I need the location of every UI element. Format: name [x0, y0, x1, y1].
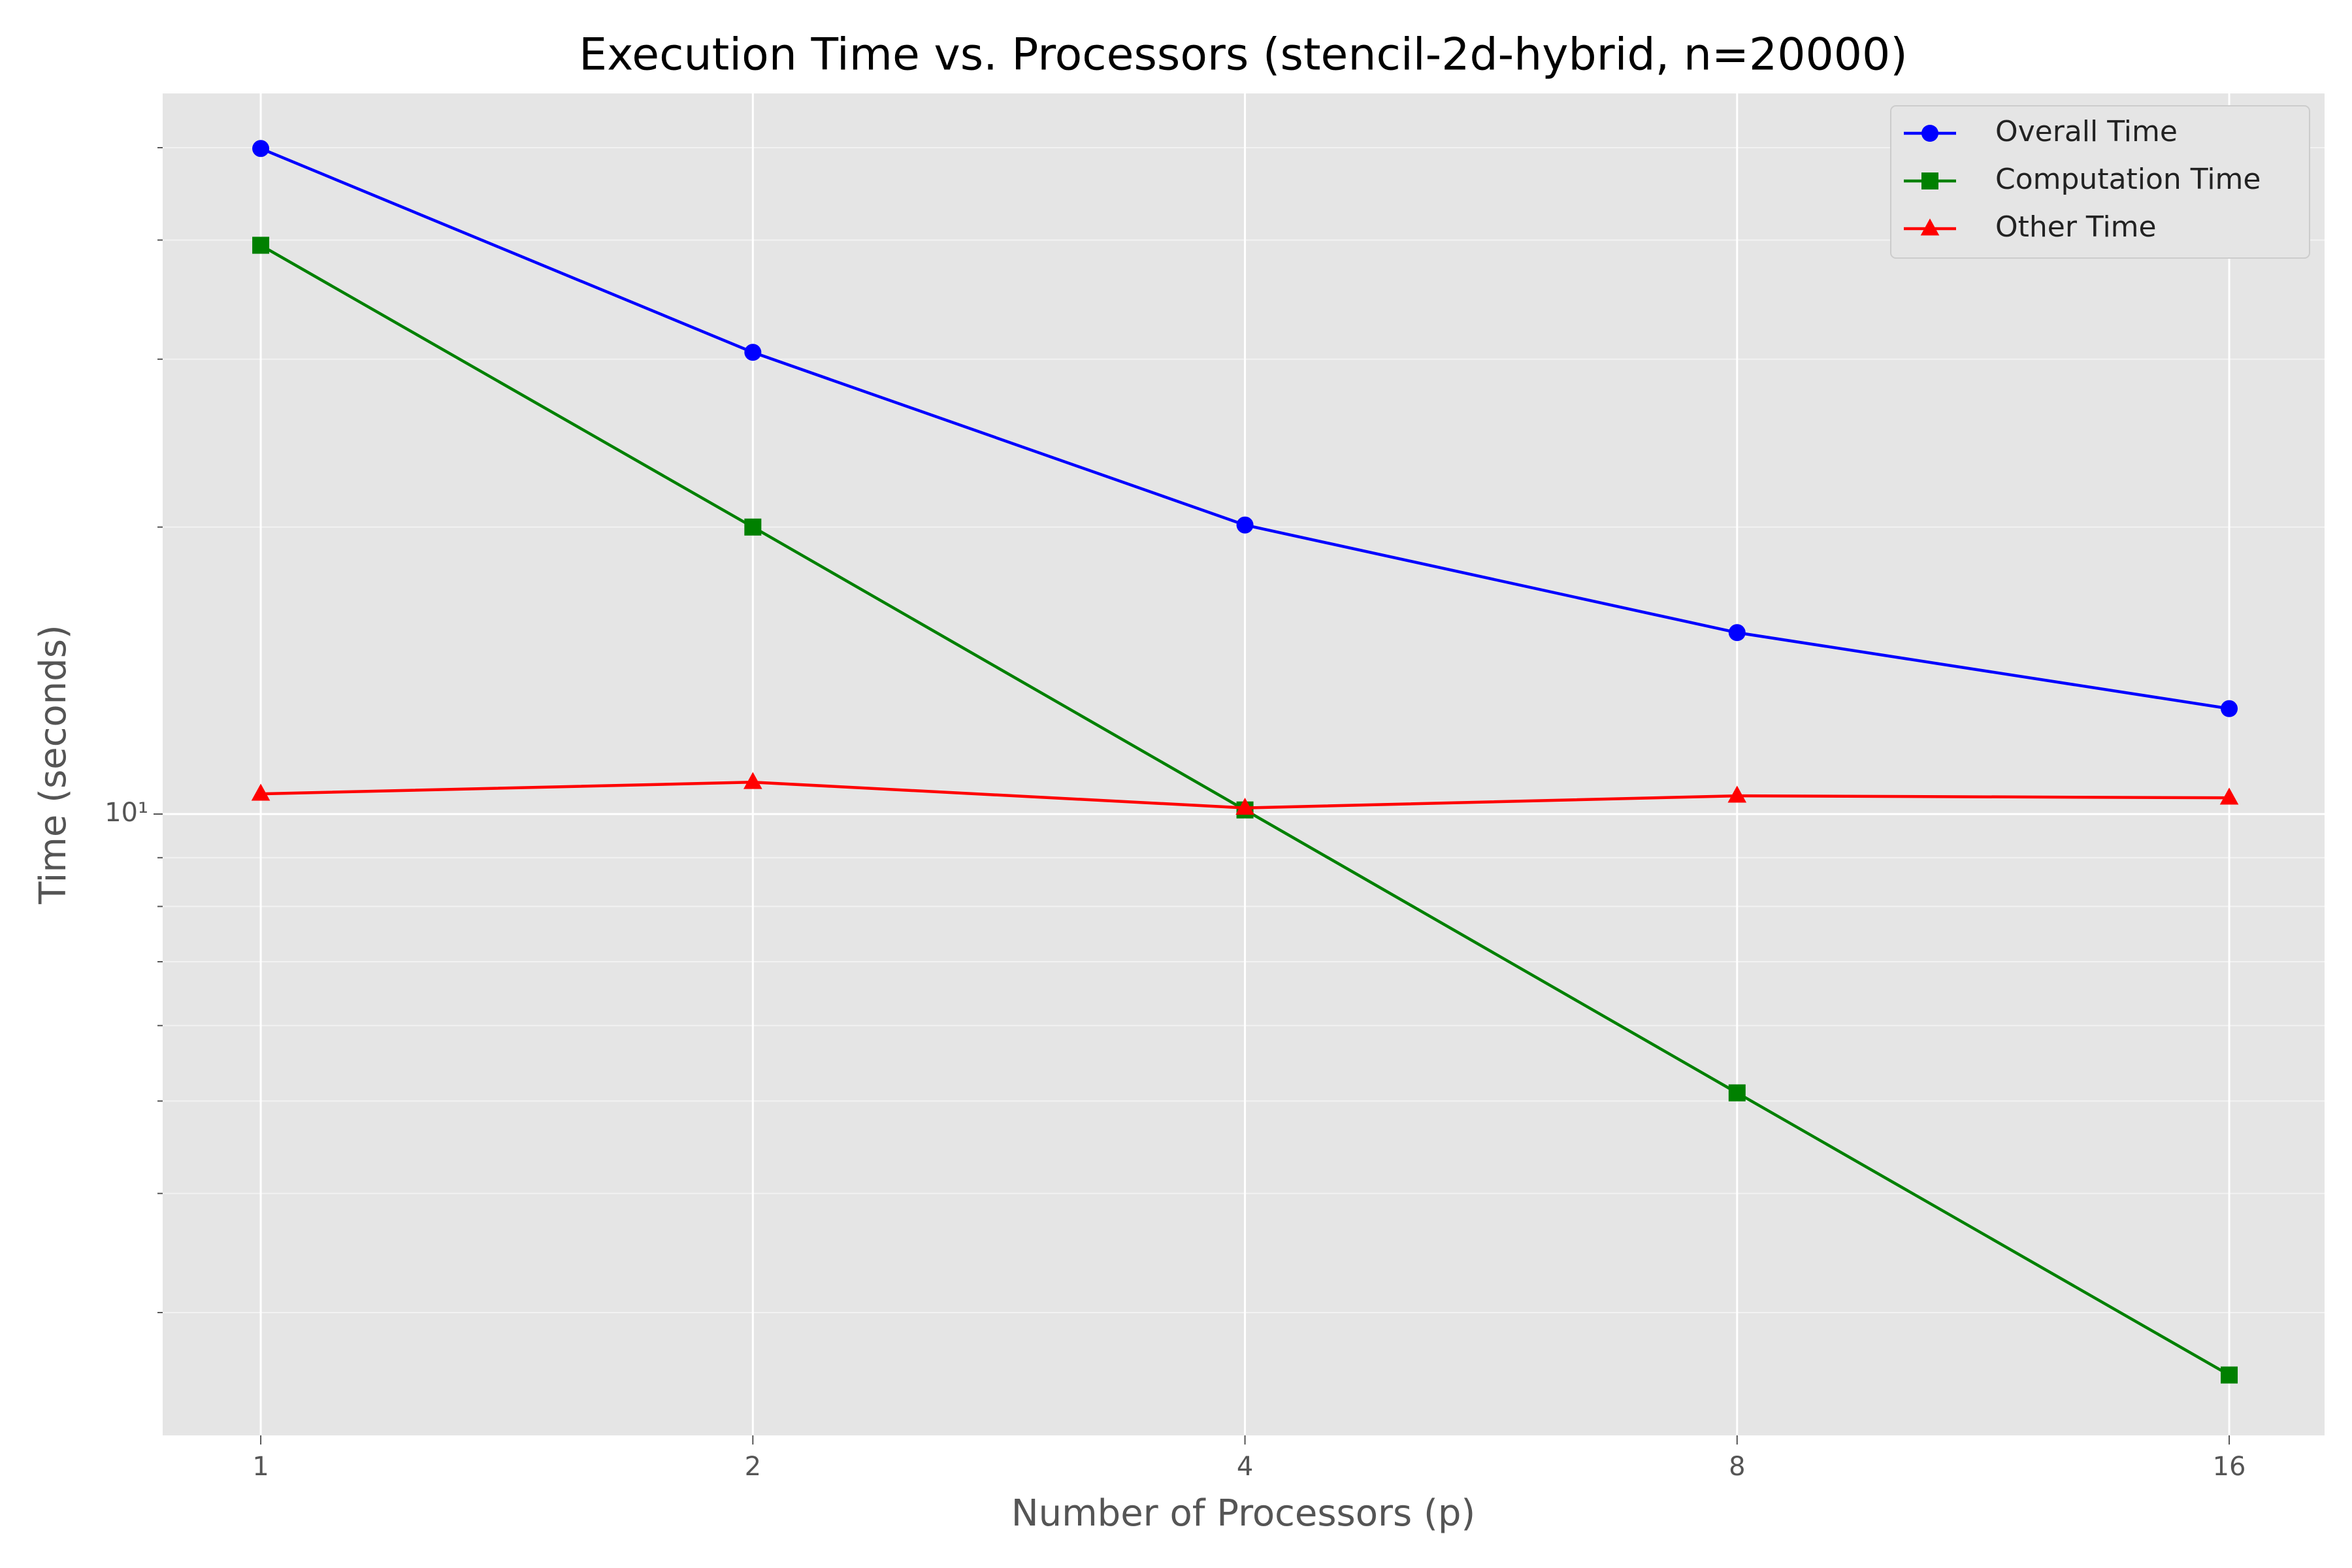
y-tick-label: 10¹	[105, 798, 148, 828]
x-tick-label: 2	[745, 1452, 761, 1482]
chart-title: Execution Time vs. Processors (stencil-2…	[579, 29, 1908, 81]
marker	[252, 140, 270, 157]
marker	[1921, 172, 1938, 189]
marker	[744, 344, 762, 361]
marker	[1236, 516, 1254, 534]
x-tick-label: 8	[1729, 1452, 1745, 1482]
marker	[1727, 785, 1747, 803]
x-tick-label: 4	[1237, 1452, 1253, 1482]
legend-box	[1890, 105, 2310, 259]
marker	[1921, 125, 1938, 142]
plot-area	[163, 93, 2325, 1435]
x-tick-label: 1	[252, 1452, 269, 1482]
marker	[2219, 787, 2239, 805]
legend-label: Overall Time	[1995, 115, 2178, 148]
marker	[1235, 797, 1254, 815]
legend-label: Computation Time	[1995, 163, 2261, 196]
marker	[2221, 1366, 2238, 1384]
marker	[251, 783, 270, 801]
y-axis-label: Time (seconds)	[32, 625, 74, 904]
marker	[743, 772, 762, 789]
marker	[1920, 218, 1940, 236]
marker	[1728, 624, 1746, 642]
legend-label: Other Time	[1995, 210, 2157, 244]
x-axis-label: Number of Processors (p)	[1011, 1492, 1475, 1535]
x-tick-label: 16	[2213, 1452, 2246, 1482]
marker	[2221, 700, 2238, 717]
marker	[1728, 1084, 1746, 1102]
marker	[252, 237, 270, 254]
marker	[744, 518, 762, 536]
